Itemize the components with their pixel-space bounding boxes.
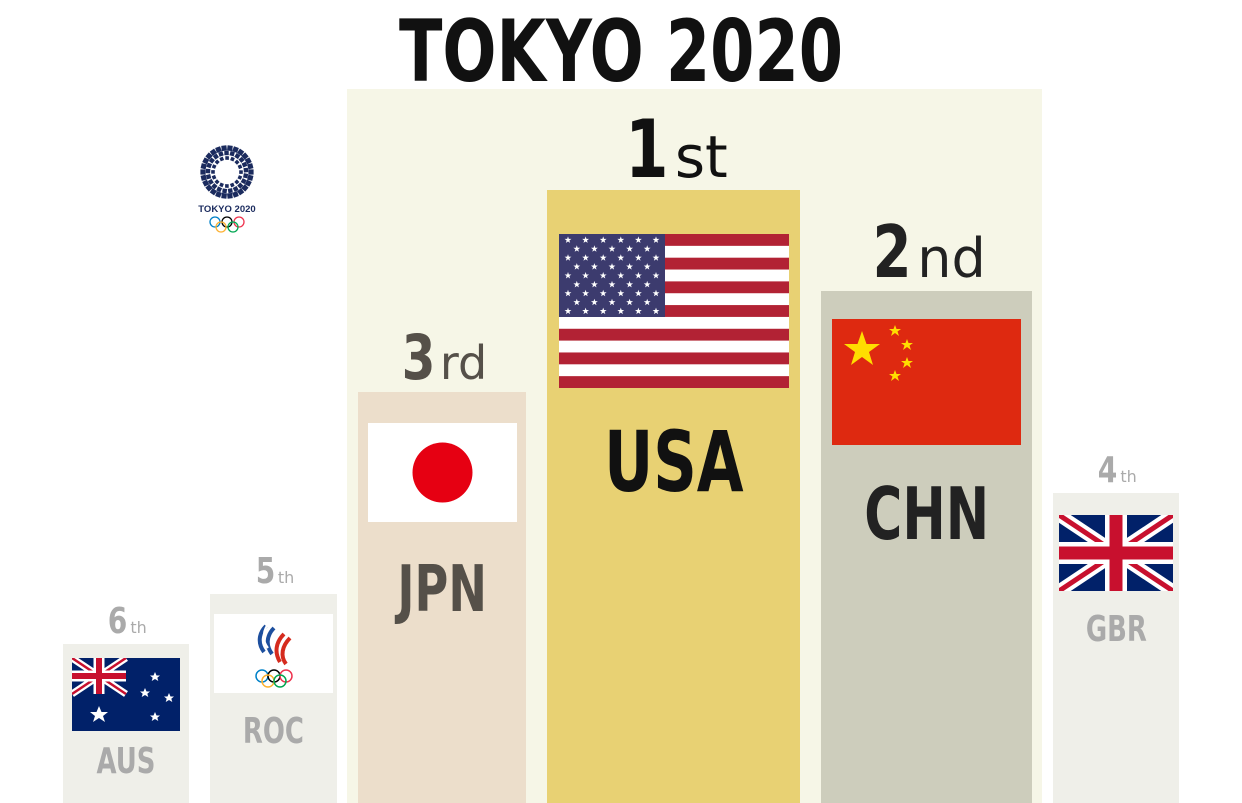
country-code-roc: ROC xyxy=(242,711,305,752)
country-code-gbr: GBR xyxy=(1085,609,1147,650)
logo-text: TOKYO 2020 xyxy=(198,204,255,215)
uk-flag-icon xyxy=(1059,515,1173,591)
country-code-jpn: JPN xyxy=(397,553,487,627)
roc-flag-box xyxy=(214,614,333,693)
country-code-aus: AUS xyxy=(96,741,156,782)
australia-flag-icon xyxy=(72,658,180,731)
china-flag-icon xyxy=(832,319,1021,445)
page-title: TOKYO 2020 xyxy=(398,2,844,102)
tokyo-2020-emblem-icon: TOKYO 2020 xyxy=(198,145,256,233)
usa-flag-icon xyxy=(559,234,789,388)
country-code-usa: USA xyxy=(603,413,744,511)
roc-emblem-icon xyxy=(255,621,293,688)
japan-flag-icon xyxy=(368,423,517,522)
tokyo-2020-logo: TOKYO 2020 xyxy=(190,142,264,236)
country-code-chn: CHN xyxy=(864,472,989,556)
